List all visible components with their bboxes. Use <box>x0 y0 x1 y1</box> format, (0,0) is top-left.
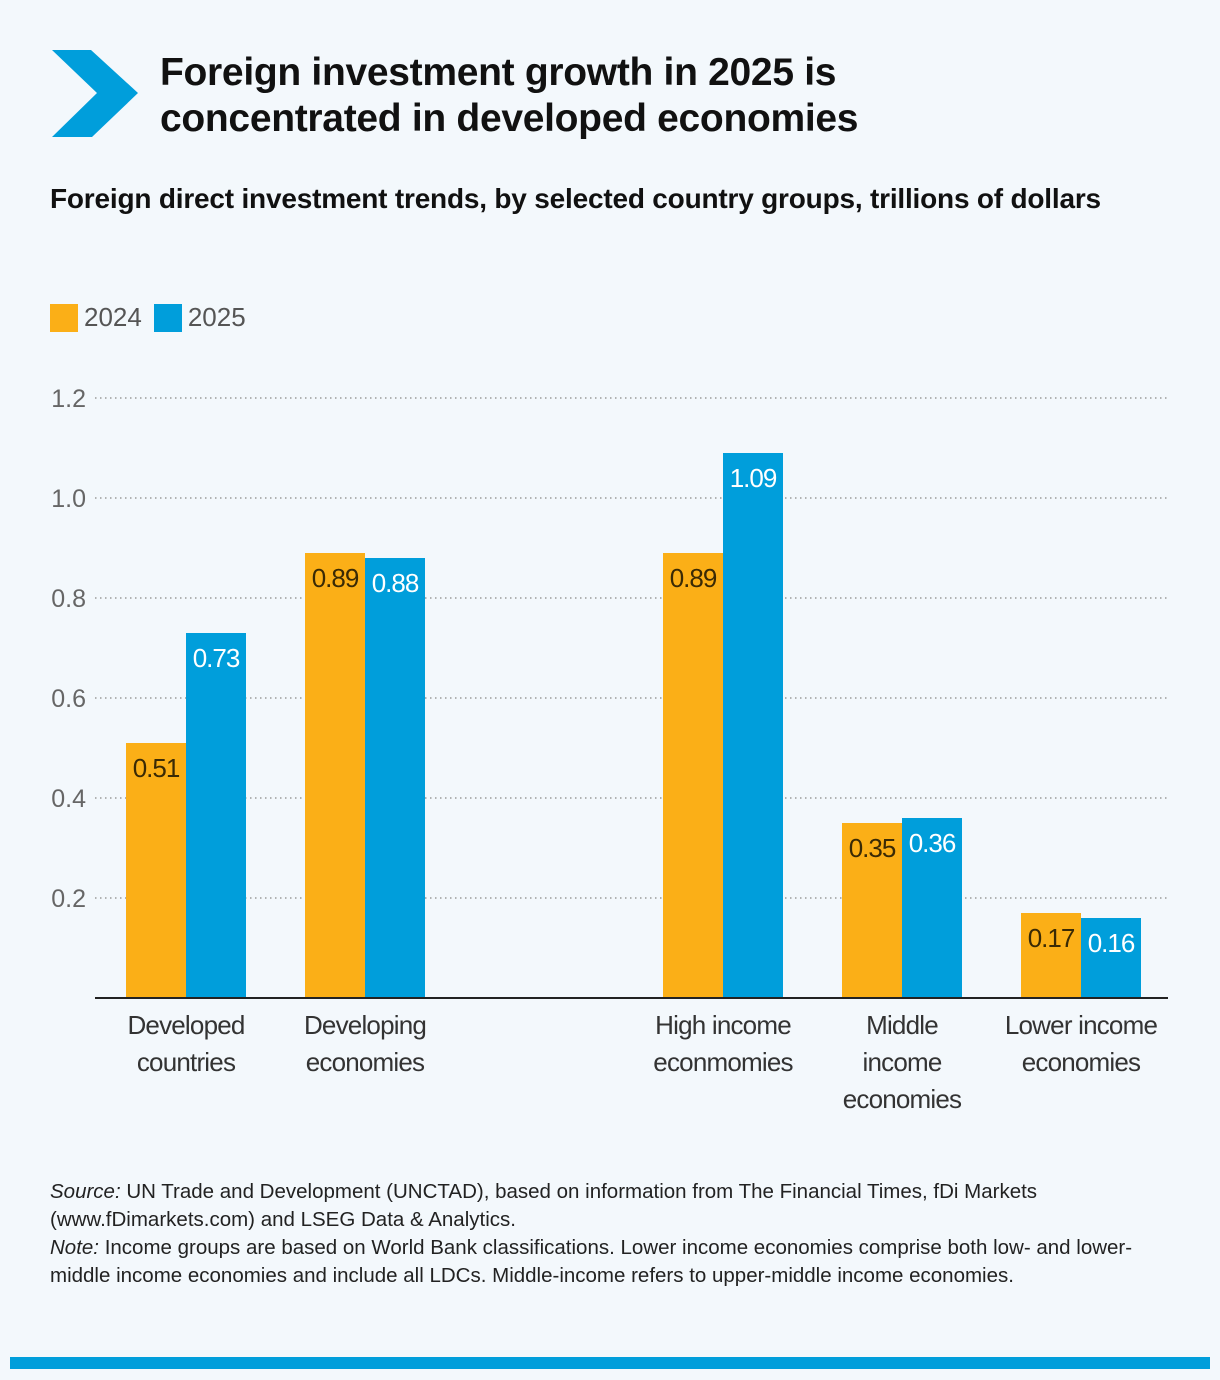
bar-2024-4 <box>1021 913 1081 998</box>
note: Note: Income groups are based on World B… <box>50 1234 1180 1290</box>
x-category-label: economies <box>1022 1047 1141 1077</box>
source-label: Source: <box>50 1180 121 1203</box>
source-text: UN Trade and Development (UNCTAD), based… <box>50 1180 1038 1231</box>
x-category-label: Developed <box>127 1010 244 1040</box>
y-tick-label: 0.2 <box>51 885 86 913</box>
source-note: Source: UN Trade and Development (UNCTAD… <box>50 1178 1180 1234</box>
y-tick-label: 1.0 <box>51 485 86 513</box>
data-label-2024-4: 0.17 <box>1028 923 1075 953</box>
y-tick-label: 0.4 <box>51 785 86 813</box>
x-category-label: Lower income <box>1005 1010 1158 1040</box>
bar-2025-0 <box>186 633 246 998</box>
data-label-2024-0: 0.51 <box>133 753 180 783</box>
legend-swatch-2024 <box>50 303 78 332</box>
bar-2025-2 <box>723 453 783 998</box>
data-label-2024-2: 0.89 <box>670 563 717 593</box>
y-tick-label: 1.2 <box>51 385 86 413</box>
bar-2025-1 <box>365 558 425 998</box>
y-tick-label: 0.8 <box>51 585 86 613</box>
chart-subtitle: Foreign direct investment trends, by sel… <box>50 183 1101 214</box>
data-label-2025-4: 0.16 <box>1088 928 1135 958</box>
legend: 2024 2025 <box>50 302 246 333</box>
legend-label-2025: 2025 <box>187 302 246 332</box>
bar-2024-3 <box>842 823 902 998</box>
bar-2025-4 <box>1081 918 1141 998</box>
y-tick-label: 0.6 <box>51 685 86 713</box>
x-category-label: income <box>862 1047 941 1077</box>
x-category-label: countries <box>137 1047 236 1077</box>
x-category-label: econmomies <box>653 1047 793 1077</box>
bar-2024-2 <box>663 553 723 998</box>
chart-title: Foreign investment growth in 2025 is con… <box>160 51 859 140</box>
legend-item-2024: 2024 <box>50 302 142 333</box>
legend-label-2024: 2024 <box>84 302 142 332</box>
x-category-label: economies <box>306 1047 425 1077</box>
data-label-2025-2: 1.09 <box>730 463 777 493</box>
data-label-2024-1: 0.89 <box>312 563 359 593</box>
chevron-logo-icon <box>52 50 138 137</box>
bar-2024-0 <box>126 743 186 998</box>
legend-swatch-2025 <box>153 303 182 332</box>
data-label-2025-3: 0.36 <box>909 828 956 858</box>
footnotes: Source: UN Trade and Development (UNCTAD… <box>50 1178 1180 1290</box>
x-category-label: High income <box>655 1010 791 1040</box>
legend-item-2025: 2025 <box>153 302 246 333</box>
bar-2024-1 <box>305 553 365 998</box>
x-category-label: Developing <box>304 1010 426 1040</box>
x-category-label: economies <box>843 1084 962 1114</box>
bottom-accent-bar <box>10 1357 1210 1369</box>
data-label-2025-0: 0.73 <box>193 643 240 673</box>
x-category-label: Middle <box>866 1010 938 1040</box>
data-label-2025-1: 0.88 <box>372 568 419 598</box>
note-label: Note: <box>50 1236 99 1259</box>
data-label-2024-3: 0.35 <box>849 833 896 863</box>
note-text: Income groups are based on World Bank cl… <box>50 1236 1133 1287</box>
bar-chart: 0.2 0.4 0.6 0.8 1.0 1.2 0.51 0.89 0.89 0.35 0.17 0.… <box>51 385 1168 1114</box>
bar-2025-3 <box>902 818 962 998</box>
